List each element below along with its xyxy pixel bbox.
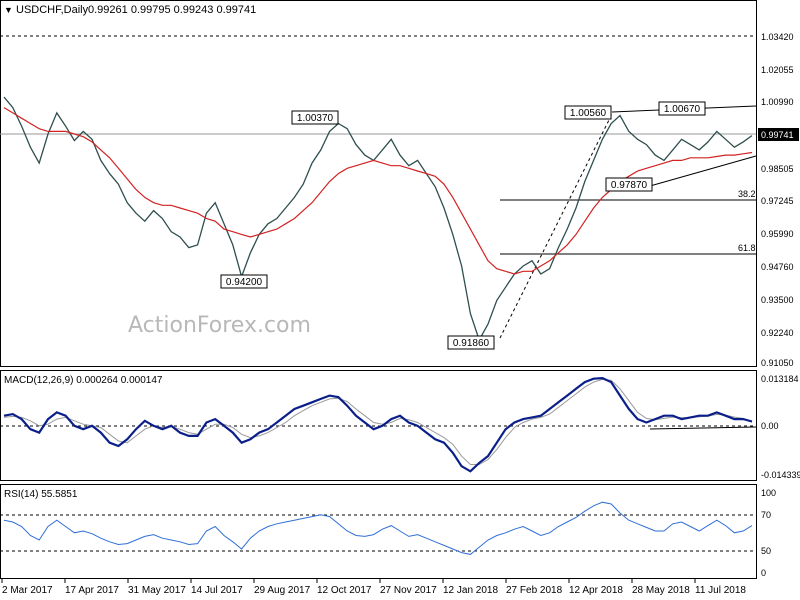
price-tick-label: 0.97245 (761, 196, 794, 206)
date-label: 11 Jul 2018 (695, 585, 746, 596)
rsi-tick-label: 0 (761, 568, 766, 578)
svg-text:0.91860: 0.91860 (453, 338, 490, 349)
last-price-box: 0.99741 (758, 128, 799, 141)
fib-38-label: 38.2 (738, 189, 756, 199)
date-label: 2 Mar 2017 (2, 585, 53, 596)
annotation-0-94200: 0.94200 (220, 274, 268, 289)
annotation-0-97870: 0.97870 (605, 177, 653, 192)
macd-tick-label: 0.00 (761, 421, 779, 431)
rsi-tick-label: 100 (761, 488, 776, 498)
date-label: 28 May 2018 (632, 585, 690, 596)
svg-text:0.94200: 0.94200 (226, 277, 263, 288)
date-label: 31 May 2017 (128, 585, 186, 596)
date-label: 12 Apr 2018 (569, 585, 623, 596)
svg-text:0.99741: 0.99741 (761, 130, 794, 140)
annotation-1-00560: 1.00560 (564, 105, 612, 120)
price-tick-label: 0.92240 (761, 328, 794, 338)
date-label: 17 Apr 2017 (65, 585, 119, 596)
chart-ohlc: 0.99261 0.99795 0.99243 0.99741 (88, 4, 256, 16)
rsi-series (3, 501, 753, 555)
annotation-1-00370: 1.00370 (291, 110, 339, 125)
macd-tick-label: -0.014339 (761, 470, 800, 480)
svg-text:1.00370: 1.00370 (297, 113, 334, 124)
svg-text:1.00560: 1.00560 (570, 108, 607, 119)
svg-text:1.03420: 1.03420 (761, 32, 794, 42)
date-label: 12 Oct 2017 (317, 585, 372, 596)
price-tick-label: 0.98505 (761, 164, 794, 174)
svg-text:0.97870: 0.97870 (611, 180, 648, 191)
date-label: 27 Nov 2017 (380, 585, 437, 596)
date-label: 27 Feb 2018 (506, 585, 563, 596)
rsi-tick-label: 70 (761, 510, 771, 520)
lower-channel-line (649, 155, 757, 187)
dropdown-arrow-icon[interactable]: ▼ (4, 5, 13, 15)
macd-signal-series (3, 378, 753, 465)
price-tick-label: 0.91050 (761, 358, 794, 368)
chart-symbol: USDCHF,Daily (16, 4, 89, 16)
macd-series (3, 376, 753, 473)
macd-title: MACD(12,26,9) 0.000264 0.000147 (4, 375, 163, 386)
date-axis: 2 Mar 2017 17 Apr 2017 31 May 2017 14 Jul 2… (1, 579, 746, 596)
price-tick-label: 1.00990 (761, 97, 794, 107)
date-label: 14 Jul 2017 (191, 585, 243, 596)
rsi-title: RSI(14) 55.5851 (4, 489, 78, 500)
moving-average-series (3, 107, 753, 275)
annotation-0-91860: 0.91860 (447, 335, 495, 350)
date-label: 12 Jan 2018 (443, 585, 498, 596)
price-tick-label: 0.93500 (761, 295, 794, 305)
price-axis: 1.03420 1.02055 1.00990 0.98505 0.97245 … (758, 30, 799, 368)
price-tick-label: 0.95990 (761, 229, 794, 239)
price-tick-label: 1.02055 (761, 65, 794, 75)
price-tick-label: 0.94760 (761, 262, 794, 272)
annotation-1-00670: 1.00670 (658, 101, 706, 116)
svg-text:1.00670: 1.00670 (664, 104, 701, 115)
macd-flat-line (649, 426, 757, 430)
price-tick-label: 1.03420 (758, 30, 799, 42)
watermark: ActionForex.com (128, 313, 311, 338)
price-series (3, 96, 753, 342)
fib-61-label: 61.8 (738, 243, 756, 253)
macd-tick-label: 0.013184 (761, 374, 799, 384)
rsi-tick-label: 50 (761, 546, 771, 556)
date-label: 29 Aug 2017 (254, 585, 311, 596)
